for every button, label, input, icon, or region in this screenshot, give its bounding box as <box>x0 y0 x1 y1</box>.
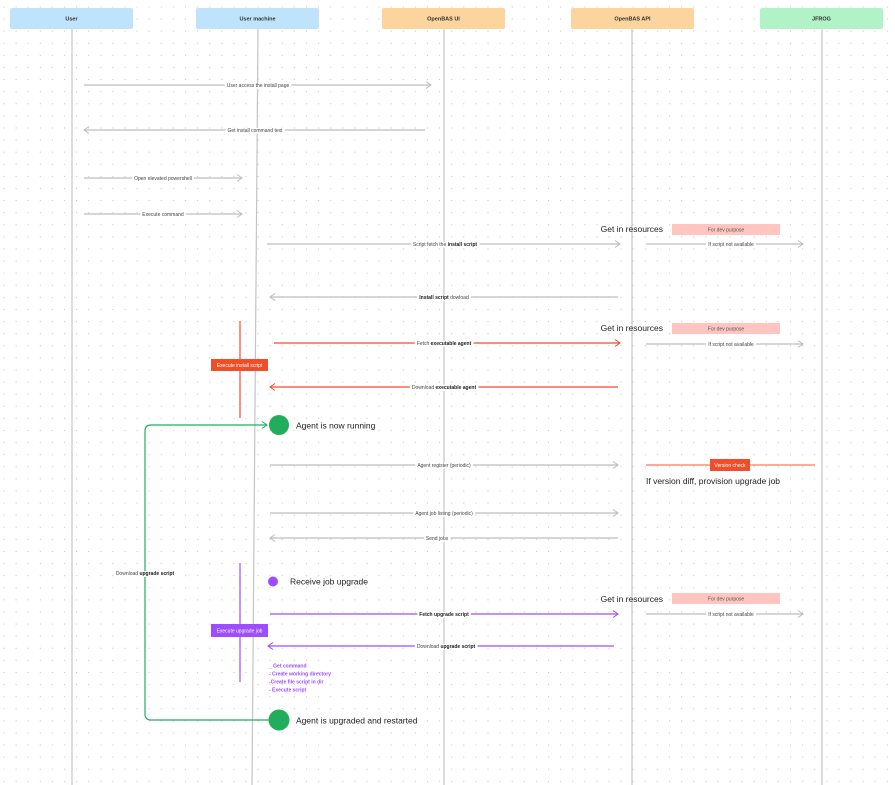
agent-running-label: Agent is now running <box>296 421 376 431</box>
label-background <box>415 462 474 469</box>
label-background <box>140 211 186 218</box>
svg-text:Open elevated powershell: Open elevated powershell <box>134 176 192 182</box>
svg-text:User access the install page: User access the install page <box>227 83 290 89</box>
svg-text:Script fetch the install scrip: Script fetch the install script <box>413 242 478 248</box>
label-background <box>706 241 757 248</box>
message-install-script-download: Install script dowload <box>269 293 618 301</box>
participant-label: OpenBAS API <box>614 17 651 23</box>
label-background <box>410 241 480 248</box>
svg-text:Agent job listing (periodic): Agent job listing (periodic) <box>415 511 473 517</box>
svg-text:If script not available: If script not available <box>708 612 754 618</box>
svg-text:Execute command: Execute command <box>142 212 184 218</box>
message-agent-job-listing: Agent job listing (periodic) <box>270 509 619 517</box>
participant-user-machine[interactable]: User machine <box>196 8 319 29</box>
receive-job-state-icon <box>268 576 278 587</box>
agent-running-state-icon <box>269 415 289 435</box>
svg-text:_ Get command: _ Get command <box>268 664 307 670</box>
svg-text:- Create working directory: - Create working directory <box>269 672 331 678</box>
participant-user[interactable]: User <box>10 8 133 29</box>
get-resources-note: Get in resources <box>601 594 663 604</box>
label-background <box>225 127 286 134</box>
dev-purpose-badge: For dev purpose <box>672 224 780 235</box>
participant-label: User <box>65 17 78 23</box>
receive-job-label: Receive job upgrade <box>290 577 368 587</box>
svg-text:Send jobs: Send jobs <box>426 536 449 542</box>
version-check-tag: Version check <box>710 459 750 471</box>
svg-text:Get install command text: Get install command text <box>227 128 283 134</box>
dev-purpose-badge: For dev purpose <box>672 323 780 334</box>
label-background <box>409 384 479 391</box>
participant-openbas-api[interactable]: OpenBAS API <box>571 8 694 29</box>
execute-upgrade-job-tag: Execute upgrade job <box>211 624 268 637</box>
message-open-powershell: Open elevated powershell <box>84 174 243 182</box>
version-diff-note: If version diff, provision upgrade job <box>646 476 780 486</box>
agent-upgraded-state-icon <box>268 709 290 731</box>
participant-label: OpenBAS UI <box>427 17 460 23</box>
label-background <box>706 611 757 618</box>
loop-label: Download upgrade script <box>116 571 175 577</box>
svg-text:If script not available: If script not available <box>708 342 754 348</box>
agent-upgraded-label: Agent is upgraded and restarted <box>296 716 418 726</box>
message-fallback-3: If script not available <box>646 610 804 618</box>
label-background <box>417 294 471 301</box>
label-background <box>414 340 474 347</box>
svg-text:-Create file script in dir: -Create file script in dir <box>269 680 324 686</box>
message-user-access-install-page: User access the install page <box>84 81 432 89</box>
upgrade-steps-list: _ Get command - Create working directory… <box>268 664 331 694</box>
svg-text:Download upgrade script: Download upgrade script <box>417 644 476 650</box>
lifeline-user-machine <box>251 28 259 785</box>
label-background <box>113 571 177 577</box>
svg-text:For dev purpose: For dev purpose <box>708 228 745 234</box>
message-script-fetch: Script fetch the install script <box>267 240 621 248</box>
participant-label: JFROG <box>812 17 831 23</box>
svg-text:- Execute script: - Execute script <box>269 688 307 694</box>
label-background <box>423 535 451 542</box>
svg-text:If script not available: If script not available <box>708 242 754 248</box>
message-get-install-command: Get install command text <box>83 126 425 134</box>
svg-text:Execute install script: Execute install script <box>217 363 263 369</box>
message-download-executable-agent: Download executable agent <box>269 383 618 391</box>
svg-text:Execute upgrade job: Execute upgrade job <box>217 629 263 635</box>
message-download-upgrade-script: Download upgrade script <box>267 642 614 650</box>
svg-text:Install script dowload: Install script dowload <box>419 295 469 301</box>
message-send-jobs: Send jobs <box>269 534 618 542</box>
label-background <box>132 175 194 182</box>
svg-text:For dev purpose: For dev purpose <box>708 597 745 603</box>
label-background <box>224 82 292 89</box>
svg-text:Fetch executable agent: Fetch executable agent <box>417 341 472 347</box>
label-background <box>417 611 472 618</box>
svg-text:Fetch upgrade script: Fetch upgrade script <box>419 612 469 618</box>
get-resources-note: Get in resources <box>601 224 663 234</box>
participant-label: User machine <box>239 17 275 23</box>
svg-text:Download executable agent: Download executable agent <box>412 385 477 391</box>
get-resources-note: Get in resources <box>601 323 663 333</box>
execute-install-script-tag: Execute install script <box>211 359 268 371</box>
message-fetch-executable-agent: Fetch executable agent <box>274 339 621 347</box>
message-fallback-2: If script not available <box>646 340 804 348</box>
message-fallback-1: If script not available <box>646 240 804 248</box>
svg-text:For dev purpose: For dev purpose <box>708 327 745 333</box>
message-fetch-upgrade-script: Fetch upgrade script <box>270 610 619 618</box>
participant-openbas-ui[interactable]: OpenBAS UI <box>382 8 505 29</box>
label-background <box>706 341 757 348</box>
dev-purpose-badge: For dev purpose <box>672 593 780 604</box>
message-execute-command: Execute command <box>84 210 243 218</box>
svg-text:Version check: Version check <box>714 463 746 469</box>
label-background <box>413 510 476 517</box>
message-agent-register: Agent register (periodic) <box>270 461 619 469</box>
svg-text:Agent register (periodic): Agent register (periodic) <box>417 463 471 469</box>
participant-jfrog[interactable]: JFROG <box>760 8 883 29</box>
label-background <box>414 643 478 650</box>
